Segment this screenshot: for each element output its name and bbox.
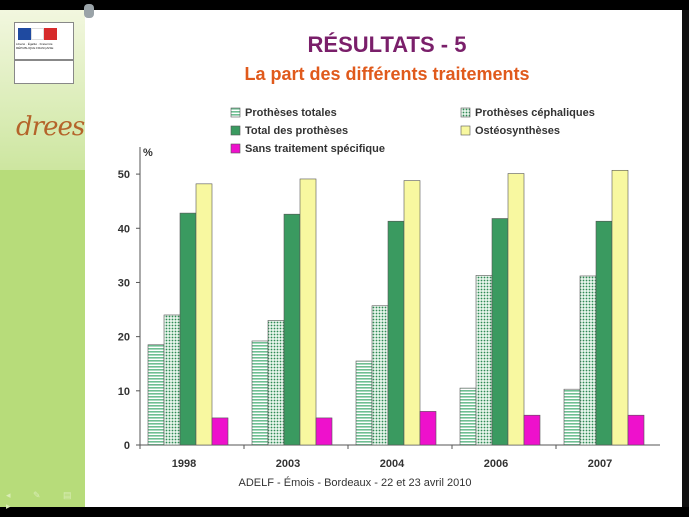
legend-swatch-2	[230, 125, 241, 136]
bar-2004-4	[419, 411, 437, 446]
slide-nav-controls[interactable]: ◂ ✎ ▤ ▸	[6, 490, 82, 511]
legend-swatch-0	[230, 107, 241, 118]
window-bottom-bar	[0, 507, 689, 517]
x-tick-label: 2003	[276, 458, 300, 470]
x-tick-label: 1998	[172, 458, 196, 470]
legend-swatch-3	[460, 125, 471, 136]
flag-white-stripe	[31, 28, 44, 40]
y-tick-label: 10	[118, 386, 130, 398]
bar-2007-0	[563, 388, 581, 446]
pin-icon	[84, 4, 94, 18]
bar-2007-2	[595, 220, 613, 446]
y-tick-label: 40	[118, 223, 130, 235]
y-axis-unit-label: %	[143, 147, 153, 159]
legend-swatch-1	[460, 107, 471, 118]
bar-2006-2	[491, 218, 509, 446]
bar-2003-0	[251, 340, 269, 446]
ministry-name-box	[14, 60, 74, 84]
bar-1998-3	[195, 183, 213, 446]
drees-logo-text: drees	[16, 112, 85, 142]
legend-label-2: Total des prothèses	[245, 125, 348, 137]
bar-1998-0	[147, 344, 165, 446]
slide-footer: ADELF - Émois - Bordeaux - 22 et 23 avri…	[238, 477, 472, 489]
bar-1998-2	[179, 212, 197, 446]
window-right-edge	[682, 10, 689, 507]
bar-2004-2	[387, 220, 405, 446]
y-tick-label: 20	[118, 332, 130, 344]
x-tick-label: 2006	[484, 458, 508, 470]
bar-2004-0	[355, 360, 373, 446]
legend-label-3: Ostéosynthèses	[475, 125, 560, 137]
legend-label-1: Prothèses céphaliques	[475, 107, 595, 119]
flag-red-stripe	[44, 28, 57, 40]
bar-2003-3	[299, 178, 317, 446]
republic-logo-text: Liberté · Égalité · Fraternité RÉPUBLIQU…	[16, 42, 54, 50]
bar-2003-4	[315, 417, 333, 446]
bar-2007-1	[579, 275, 597, 446]
bar-2003-2	[283, 213, 301, 446]
slide-subtitle: La part des différents traitements	[244, 64, 530, 84]
bar-2006-4	[523, 414, 541, 446]
bar-2007-3	[611, 169, 629, 446]
x-tick-label: 2007	[588, 458, 612, 470]
bar-2004-3	[403, 180, 421, 446]
bar-2007-4	[627, 414, 645, 446]
legend-label-0: Prothèses totales	[245, 107, 337, 119]
bar-2006-0	[459, 387, 477, 446]
bar-2006-1	[475, 275, 493, 446]
y-tick-label: 0	[124, 440, 130, 452]
flag-blue-stripe	[18, 28, 31, 40]
y-tick-label: 50	[118, 169, 130, 181]
bar-2004-1	[371, 305, 389, 446]
bar-1998-4	[211, 417, 229, 446]
slide-title: RÉSULTATS - 5	[307, 32, 467, 57]
x-tick-label: 2004	[380, 458, 405, 470]
bar-2006-3	[507, 173, 525, 446]
bar-1998-1	[163, 314, 181, 446]
y-tick-label: 30	[118, 277, 130, 289]
bar-2003-1	[267, 320, 285, 446]
legend-swatch-4	[230, 143, 241, 154]
legend-label-4: Sans traitement spécifique	[245, 143, 385, 155]
window-top-bar	[0, 0, 689, 10]
